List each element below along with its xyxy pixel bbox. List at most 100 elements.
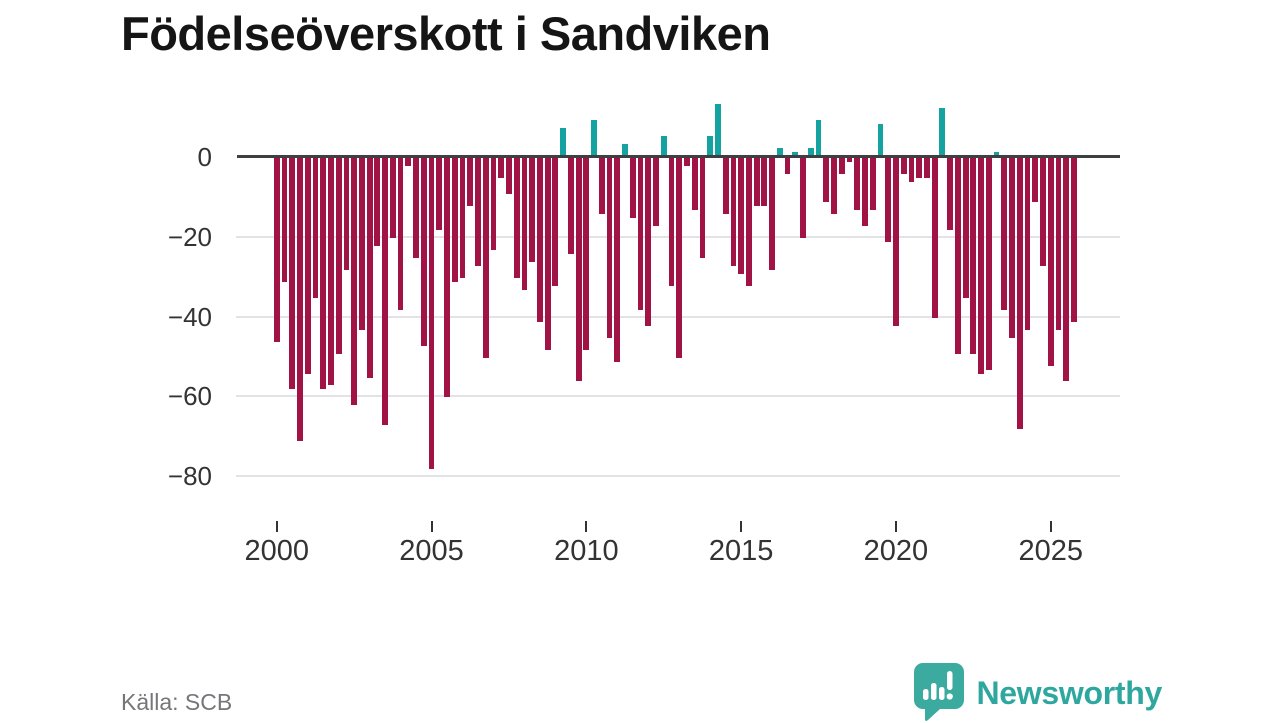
bar-2009-q1: [552, 157, 559, 286]
bar-2007-q3: [506, 157, 512, 194]
y-axis-label--60: −60: [167, 381, 212, 412]
bar-2000-q1: [273, 157, 280, 342]
bar-2009-q2: [560, 128, 567, 157]
bar-2012-q1: [645, 157, 652, 326]
y-axis-label--40: −40: [167, 301, 212, 332]
bar-2001-q3: [320, 157, 327, 390]
x-axis-label-2005: 2005: [399, 535, 464, 567]
bar-2016-q3: [784, 157, 791, 174]
bar-2005-q4: [451, 157, 458, 282]
bar-2009-q3: [567, 157, 574, 254]
bar-2008-q4: [544, 157, 551, 350]
y-axis-label--80: −80: [167, 461, 212, 492]
bar-2006-q4: [482, 157, 489, 358]
x-axis-tick-2000: [275, 521, 278, 532]
bar-2014-q2: [715, 104, 721, 157]
bar-2005-q1: [428, 157, 435, 470]
bar-2014-q4: [730, 157, 737, 266]
bar-2009-q4: [575, 157, 582, 382]
bar-2003-q4: [389, 157, 396, 238]
bar-2016-q2: [776, 148, 783, 157]
source-label: Källa: SCB: [121, 689, 233, 715]
bar-2005-q2: [436, 157, 443, 230]
bar-2013-q4: [699, 157, 706, 258]
bar-2010-q1: [583, 157, 590, 350]
bar-2019-q4: [885, 157, 892, 242]
bar-2004-q2: [405, 157, 412, 166]
bar-2020-q4: [916, 157, 923, 178]
gridline--80: [236, 475, 1120, 478]
bar-2018-q1: [831, 157, 837, 214]
bar-2012-q4: [668, 157, 675, 286]
bar-2020-q1: [893, 157, 899, 326]
bar-2017-q2: [807, 148, 814, 157]
bar-2014-q3: [722, 157, 729, 214]
bar-2015-q3: [753, 157, 760, 206]
newsworthy-branding: Newsworthy: [913, 663, 1163, 723]
bar-2000-q2: [281, 157, 288, 282]
y-axis-label--20: −20: [167, 221, 212, 252]
bar-2020-q2: [900, 157, 907, 174]
bar-2003-q3: [382, 157, 389, 426]
bar-2024-q4: [1040, 157, 1046, 266]
x-axis-tick-2005: [430, 521, 433, 532]
bar-2010-q4: [606, 157, 613, 338]
bar-2021-q3: [939, 108, 946, 157]
newsworthy-logo-icon: [913, 663, 964, 722]
x-axis-label-2010: 2010: [554, 535, 619, 567]
bar-2001-q2: [312, 157, 319, 298]
page-title: Födelseöverskott i Sandviken: [121, 7, 771, 60]
bar-2024-q1: [1016, 157, 1023, 430]
y-axis-label-0: 0: [197, 142, 212, 172]
bar-2020-q3: [908, 157, 915, 182]
bar-2013-q2: [684, 157, 690, 166]
bar-2015-q2: [745, 157, 752, 286]
bar-2016-q1: [769, 157, 776, 270]
x-axis-tick-2015: [740, 521, 743, 532]
bar-2019-q3: [877, 124, 884, 157]
bar-2025-q1: [1047, 157, 1054, 366]
bar-2004-q3: [413, 157, 419, 258]
bar-2015-q1: [738, 157, 745, 274]
bar-2005-q3: [444, 157, 450, 398]
bar-2002-q3: [351, 157, 358, 406]
x-axis-label-2020: 2020: [863, 535, 929, 567]
bar-2006-q3: [475, 157, 481, 266]
bar-2024-q3: [1032, 157, 1039, 202]
bar-2004-q4: [420, 157, 427, 346]
bar-2022-q4: [978, 157, 984, 374]
bar-2002-q4: [358, 157, 365, 330]
bar-2008-q2: [529, 157, 536, 262]
bar-2025-q2: [1055, 157, 1062, 330]
bar-2022-q1: [954, 157, 961, 354]
bar-2008-q1: [521, 157, 528, 290]
bar-2022-q3: [970, 157, 977, 354]
bar-2025-q4: [1071, 157, 1077, 322]
bar-2018-q3: [846, 157, 853, 162]
bar-2006-q2: [467, 157, 474, 206]
bar-2023-q1: [985, 157, 992, 370]
x-axis-label-2025: 2025: [1018, 535, 1083, 567]
x-axis-tick-2020: [894, 521, 897, 532]
bar-2003-q1: [366, 157, 373, 378]
bar-2021-q2: [931, 157, 938, 318]
bar-2014-q1: [707, 136, 714, 158]
bar-2007-q1: [490, 157, 497, 250]
bar-2012-q3: [660, 136, 667, 158]
bar-2013-q3: [691, 157, 698, 210]
bar-2019-q2: [869, 157, 876, 210]
bar-2001-q4: [328, 157, 334, 386]
bar-2021-q1: [924, 157, 930, 178]
bar-2011-q1: [614, 157, 621, 362]
bar-2006-q1: [459, 157, 466, 278]
bar-2007-q2: [498, 157, 505, 178]
bar-2019-q1: [862, 157, 868, 226]
newsworthy-wordmark: Newsworthy: [976, 675, 1163, 711]
bar-2015-q4: [761, 157, 768, 206]
bar-2008-q3: [537, 157, 543, 322]
bar-2023-q4: [1009, 157, 1015, 338]
bar-2017-q1: [800, 157, 806, 238]
bar-2007-q4: [513, 157, 520, 278]
bar-2010-q2: [591, 120, 597, 157]
